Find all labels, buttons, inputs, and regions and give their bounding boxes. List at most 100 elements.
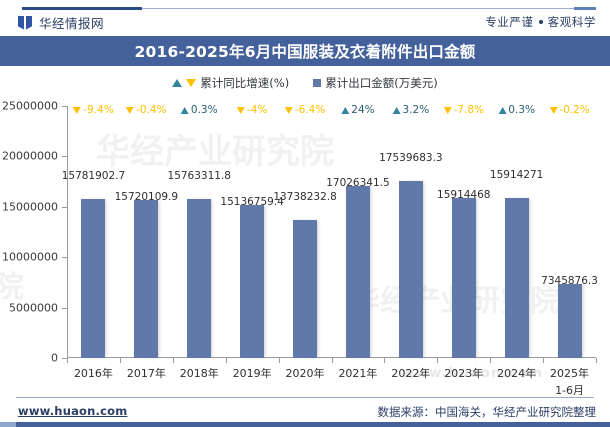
watermark-url: www.huaon.com	[402, 366, 544, 381]
bar-value-label: 17026341.5	[326, 177, 390, 190]
growth-label-2025年: -0.2%	[549, 104, 590, 116]
x-axis-label: 2019年	[232, 367, 272, 380]
x-axis-label: 2023年	[444, 367, 484, 380]
x-axis-label: 2024年	[497, 367, 537, 380]
watermark-text: 院	[0, 270, 24, 305]
x-axis-label: 2020年	[285, 367, 325, 380]
x-axis-label: 2016年	[73, 367, 113, 380]
bar-2024年[interactable]	[504, 197, 529, 358]
triangle-down-icon	[236, 106, 245, 114]
bar-value-label: 7345876.3	[541, 274, 598, 287]
growth-label-2017年: -0.4%	[126, 104, 167, 116]
legend-label-growth: 累计同比增速(%)	[200, 76, 290, 90]
x-axis-tick	[331, 358, 333, 363]
chart-legend: 累计同比增速(%) 累计出口金额(万美元)	[0, 75, 610, 91]
y-axis-tick	[62, 156, 67, 158]
growth-value: -4%	[246, 104, 268, 116]
x-axis-label: 2022年	[391, 367, 431, 380]
y-axis-tick	[62, 307, 67, 309]
bar-2019年[interactable]	[240, 205, 265, 358]
bar-value-label: 15781902.7	[61, 169, 126, 182]
growth-label-2024年: 0.3%	[498, 104, 535, 116]
legend-label-amount: 累计出口金额(万美元)	[325, 76, 438, 90]
bar-2021年[interactable]	[345, 186, 370, 358]
growth-value: -0.2%	[559, 104, 590, 116]
site-footer: www.huaon.com 数据来源：中国海关，华经产业研究院整理	[0, 395, 610, 427]
bar-value-label: 15914468	[437, 188, 491, 201]
triangle-down-icon	[549, 106, 558, 114]
triangle-up-icon	[498, 106, 507, 114]
growth-value: -6.4%	[294, 104, 326, 116]
growth-value: 0.3%	[508, 104, 535, 116]
bar-2025年[interactable]	[557, 283, 582, 358]
bar-2020年[interactable]	[293, 219, 318, 358]
page-title: 2016-2025年6月中国服装及衣着附件出口金额	[134, 43, 476, 61]
bar-2018年[interactable]	[187, 199, 212, 358]
book-mark-icon	[18, 15, 32, 30]
triangle-up-icon	[180, 106, 189, 114]
x-axis-tick	[278, 358, 280, 363]
x-axis-label: 2017年	[126, 367, 166, 380]
growth-value: -9.4%	[83, 104, 114, 116]
footer-accent-cap	[0, 422, 16, 427]
y-axis-tick	[62, 257, 67, 259]
header-divider	[22, 8, 596, 9]
y-axis-label: 0	[51, 351, 58, 365]
growth-label-2022年: 3.2%	[392, 104, 430, 116]
site-header: 华经情报网 专业严谨 客观科学	[0, 0, 610, 36]
growth-value: -0.4%	[136, 104, 167, 116]
footer-accent-bar	[0, 422, 610, 427]
triangle-up-icon	[392, 106, 401, 114]
x-axis-sublabel: 1-6月	[555, 384, 585, 395]
footer-website-link[interactable]: www.huaon.com	[18, 404, 128, 418]
header-accent-right	[574, 7, 596, 10]
square-marker-icon	[313, 79, 322, 87]
growth-label-2023年: -7.8%	[443, 104, 484, 116]
y-axis	[67, 106, 68, 358]
bar-2023年[interactable]	[451, 197, 476, 358]
y-axis-label: 25000000	[2, 99, 58, 113]
x-axis-tick	[119, 358, 121, 363]
brand-name: 华经情报网	[39, 16, 105, 31]
x-axis-tick	[172, 358, 174, 363]
triangle-down-icon	[126, 106, 135, 114]
bar-2017年[interactable]	[134, 199, 159, 358]
footer-divider	[16, 397, 594, 398]
bar-2016年[interactable]	[81, 198, 106, 358]
x-axis-tick	[596, 358, 597, 363]
x-axis-tick	[437, 358, 439, 363]
y-axis-tick	[62, 358, 67, 359]
plot-area: 0 5000000 10000000 15000000 20000000 25000000…	[2, 100, 598, 396]
y-axis-label: 15000000	[2, 200, 58, 214]
tagline-right: 客观科学	[547, 15, 596, 29]
growth-annotation-row: -9.4% -0.4% 0.3% -4% -6.4% 24% 3.2% -7.8% 0.3% -0…	[67, 104, 596, 120]
brand-logo[interactable]: 华经情报网	[18, 13, 104, 32]
footer-data-source: 数据来源：中国海关，华经产业研究院整理	[377, 405, 597, 419]
growth-label-2016年: -9.4%	[73, 104, 114, 116]
growth-label-2021年: 24%	[341, 104, 375, 116]
growth-value: 24%	[351, 104, 375, 116]
x-axis-label: 2018年	[179, 367, 219, 380]
x-axis-tick	[225, 358, 227, 363]
triangle-down-icon	[186, 79, 197, 87]
y-axis-tick	[62, 206, 67, 208]
growth-value: 0.3%	[190, 104, 218, 116]
bar-value-label: 15720109.9	[114, 190, 179, 203]
triangle-down-icon	[443, 106, 452, 114]
y-axis-label: 5000000	[9, 301, 58, 315]
legend-item-growth[interactable]: 累计同比增速(%)	[172, 75, 289, 91]
legend-item-amount[interactable]: 累计出口金额(万美元)	[313, 75, 438, 91]
bar-value-label: 15136759.4	[220, 196, 284, 209]
x-axis-label: 2021年	[338, 367, 378, 380]
growth-value: 3.2%	[402, 104, 430, 116]
growth-value: -7.8%	[453, 104, 484, 116]
triangle-down-icon	[73, 106, 82, 114]
bar-2022年[interactable]	[398, 181, 423, 358]
bar-value-label: 15914271	[489, 168, 544, 181]
growth-label-2019年: -4%	[236, 104, 268, 116]
bar-value-label: 13738232.8	[273, 190, 337, 203]
tagline-left: 专业严谨	[485, 15, 534, 29]
triangle-up-icon	[341, 106, 350, 114]
chart-title-band: 2016-2025年6月中国服装及衣着附件出口金额	[0, 36, 610, 66]
